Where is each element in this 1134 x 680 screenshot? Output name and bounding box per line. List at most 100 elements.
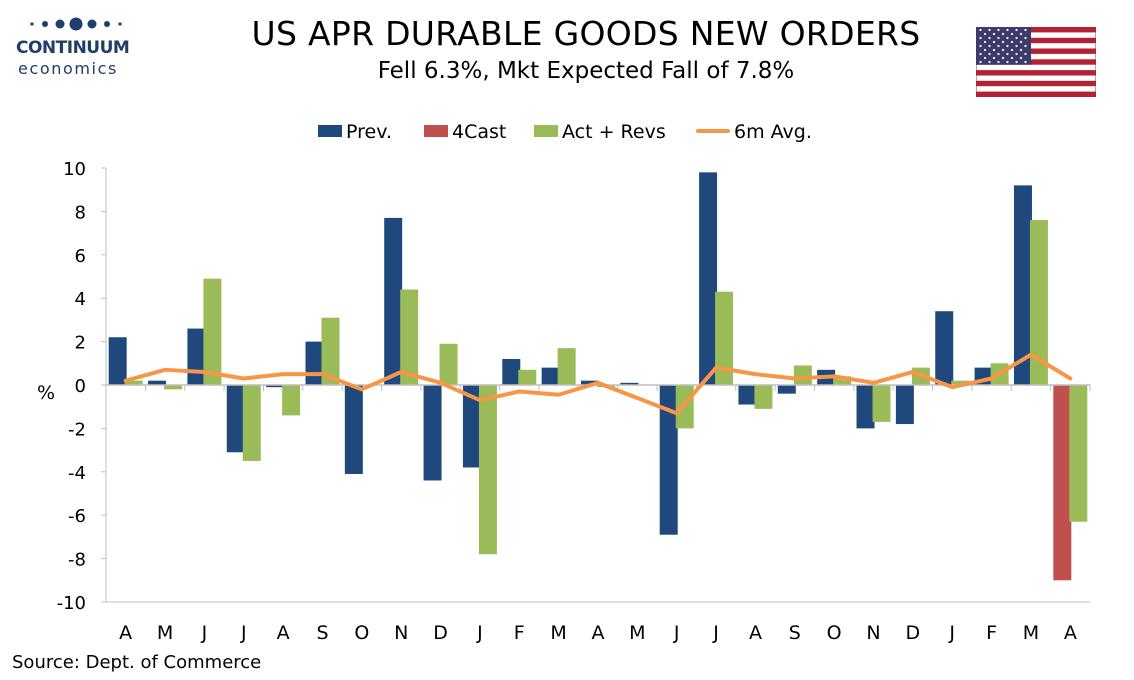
flag-star: [983, 40, 987, 44]
avg-point: [164, 369, 166, 371]
legend-label: 6m Avg.: [734, 121, 812, 143]
legend-label: Prev.: [346, 121, 392, 143]
flag-star: [1006, 60, 1009, 64]
flag-star: [988, 52, 991, 56]
avg-point: [479, 399, 481, 401]
x-tick-label: M: [629, 622, 645, 644]
y-tick-label: 6: [75, 246, 86, 267]
bar-prev: [895, 385, 914, 425]
avg-line-series: [123, 352, 1073, 416]
bar-actual: [557, 348, 576, 385]
x-tick-label: A: [277, 622, 290, 644]
flag-star: [983, 56, 987, 60]
bar-4cast: [1053, 385, 1072, 581]
flag-star: [1024, 60, 1027, 64]
x-tick-label: F: [514, 622, 525, 644]
avg-point: [282, 373, 284, 375]
bar-actual: [754, 385, 773, 409]
flag-star: [988, 28, 991, 32]
flag-star: [983, 48, 987, 52]
bar-actual: [203, 278, 222, 385]
chart-subtitle: Fell 6.3%, Mkt Expected Fall of 7.8%: [377, 58, 795, 84]
flag-star: [1015, 28, 1018, 32]
bar-prev: [856, 385, 875, 429]
x-tick-label: A: [749, 622, 762, 644]
chart-legend: Prev. 4Cast Act + Revs 6m Avg.: [318, 121, 812, 143]
bar-actual: [833, 376, 852, 385]
bar-prev: [187, 328, 206, 385]
avg-point: [636, 397, 638, 399]
bar-prev: [305, 341, 324, 385]
bar-prev: [1013, 185, 1032, 385]
y-tick-label: -4: [68, 463, 86, 484]
flag-star: [1006, 44, 1009, 48]
x-tick-label: N: [866, 622, 880, 644]
flag-star: [979, 28, 982, 32]
flag-star: [992, 40, 996, 44]
avg-point: [518, 391, 520, 393]
flag-star: [1010, 32, 1014, 36]
legend-label: 4Cast: [452, 121, 506, 143]
flag-star: [983, 32, 987, 36]
flag-star: [1015, 60, 1018, 64]
flag-star: [1010, 56, 1014, 60]
x-tick-label: A: [119, 622, 132, 644]
y-tick-label: -6: [68, 506, 86, 527]
avg-point: [321, 373, 323, 375]
avg-point: [912, 371, 914, 373]
x-tick-label: N: [394, 622, 408, 644]
legend-swatch: [318, 125, 342, 137]
flag-star: [1015, 44, 1018, 48]
bar-actual: [400, 289, 419, 385]
bar-prev: [266, 385, 285, 388]
avg-point: [243, 377, 245, 379]
flag-star: [988, 60, 991, 64]
x-tick-label: O: [827, 622, 842, 644]
avg-point: [754, 373, 756, 375]
bar-actual: [1029, 220, 1048, 385]
bar-prev: [620, 382, 639, 385]
flag-star: [988, 36, 991, 40]
flag-star: [1010, 40, 1014, 44]
bar-prev: [462, 385, 481, 468]
brand-logo: CONTINUUM economics: [10, 10, 140, 80]
bar-actual: [793, 365, 812, 385]
flag-star: [979, 36, 982, 40]
y-tick-label: -2: [68, 419, 86, 440]
bar-actual: [439, 343, 458, 385]
bar-prev: [699, 172, 718, 385]
source-note: Source: Dept. of Commerce: [12, 652, 262, 673]
flag-star: [1001, 40, 1005, 44]
bar-actual: [951, 380, 970, 385]
logo-dots-icon: [30, 17, 122, 31]
flag-star: [1024, 28, 1027, 32]
avg-point: [833, 375, 835, 377]
flag-star: [1006, 36, 1009, 40]
legend-label: Act + Revs: [562, 121, 666, 143]
bar-actual: [124, 380, 143, 385]
x-tick-label: M: [550, 622, 566, 644]
legend-swatch: [424, 125, 448, 137]
avg-point: [715, 367, 717, 369]
x-tick-label: J: [673, 622, 680, 644]
x-tick-label: M: [157, 622, 173, 644]
y-tick-label: -8: [68, 550, 86, 571]
flag-star: [1019, 32, 1023, 36]
flag-star: [979, 60, 982, 64]
x-tick-label: D: [906, 622, 921, 644]
x-tick-label: A: [592, 622, 605, 644]
x-tick-label: F: [986, 622, 997, 644]
flag-star: [997, 60, 1000, 64]
x-tick-label: J: [712, 622, 719, 644]
bar-prev: [935, 311, 954, 385]
flag-star: [1001, 56, 1005, 60]
y-tick-label: 4: [75, 289, 86, 310]
x-tick-label: A: [1064, 622, 1077, 644]
flag-star: [1024, 44, 1027, 48]
bar-actual: [715, 291, 734, 385]
flag-star: [1024, 36, 1027, 40]
y-tick-label: 8: [75, 202, 86, 223]
flag-star: [1015, 36, 1018, 40]
flag-star: [1019, 40, 1023, 44]
chart-title: US APR DURABLE GOODS NEW ORDERS: [251, 14, 921, 53]
